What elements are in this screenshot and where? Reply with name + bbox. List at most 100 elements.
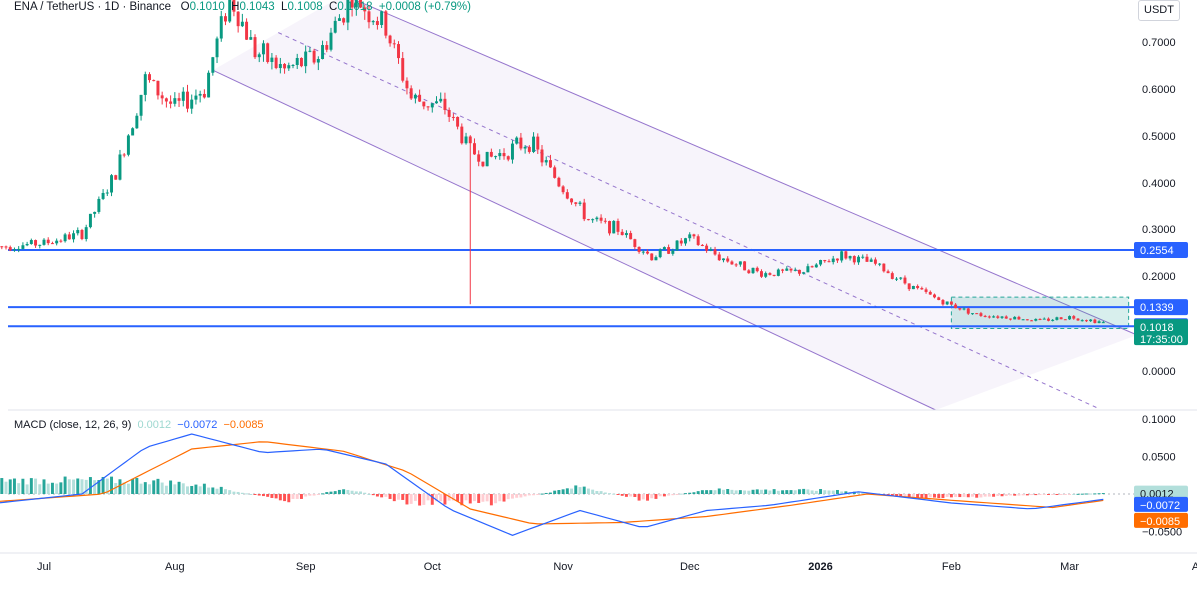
macd-histogram-bar — [1046, 494, 1050, 495]
candle-body — [1034, 318, 1038, 321]
time-tick-label: Feb — [942, 561, 961, 573]
candle-body — [768, 273, 772, 275]
candle-body — [962, 308, 966, 310]
macd-histogram-bar — [658, 494, 662, 497]
macd-histogram-bar — [337, 489, 341, 494]
candle-body — [679, 240, 683, 244]
macd-histogram-bar — [565, 488, 569, 494]
candle-body — [810, 266, 814, 268]
candle-body — [363, 7, 367, 12]
candle-body — [76, 230, 80, 234]
symbol-title[interactable]: ENA / TetherUS · 1D · Binance — [14, 1, 172, 13]
candle-body — [532, 136, 536, 152]
macd-histogram-bar — [954, 494, 958, 497]
currency-button[interactable]: USDT — [1138, 0, 1180, 21]
consolidation-box-rect — [950, 296, 1130, 330]
macd-histogram-bar — [570, 488, 574, 494]
macd-histogram-bar — [662, 494, 666, 497]
candle-body — [456, 116, 460, 127]
candle-body — [249, 37, 253, 40]
high-label: H — [231, 1, 240, 13]
macd-histogram-bar — [295, 494, 299, 499]
macd-histogram-bar — [937, 494, 941, 499]
channel-upper-line — [354, 0, 1138, 336]
candle-body — [67, 234, 71, 240]
time-axis: JulAugSepOctNovDec2026FebMarAprMa — [0, 552, 1197, 573]
macd-histogram-bar — [223, 489, 227, 494]
macd-signal-badge: −0.0085 — [1140, 516, 1180, 528]
macd-histogram-bar — [540, 493, 544, 495]
candle-body — [603, 220, 607, 222]
macd-title[interactable]: MACD (close, 12, 26, 9) — [14, 419, 132, 431]
macd-histogram-bar — [29, 478, 33, 494]
macd-histogram-bar — [63, 476, 67, 494]
candle-body — [624, 233, 628, 236]
candle-body — [139, 94, 143, 116]
candle-body — [131, 128, 135, 136]
macd-histogram-bar — [785, 490, 789, 494]
candle-body — [911, 285, 915, 290]
candle-body — [38, 244, 42, 246]
macd-histogram-bar — [194, 484, 198, 494]
macd-histogram-bar — [1000, 494, 1004, 497]
level-price-label-bg — [1134, 299, 1188, 316]
candle-body — [367, 11, 371, 23]
macd-histogram-bar — [304, 494, 308, 497]
candle-body — [350, 0, 354, 8]
macd-histogram-bar — [987, 494, 991, 497]
macd-histogram-bar — [1030, 494, 1034, 496]
candle-body — [506, 156, 510, 160]
macd-histogram-bar — [899, 494, 903, 497]
candle-body — [937, 297, 941, 301]
open-value: 0.1010 — [189, 1, 225, 13]
macd-histogram-bar — [743, 490, 747, 494]
low-value: 0.1008 — [287, 1, 323, 13]
candle-body — [852, 256, 856, 263]
candle-body — [637, 246, 641, 252]
macd-histogram-bar — [582, 486, 586, 494]
candle-body — [1000, 316, 1004, 318]
macd-histogram-bar — [966, 494, 970, 498]
price-tick-label: 0.2000 — [1142, 271, 1176, 283]
candle-body — [186, 91, 189, 109]
macd-histogram-bar — [489, 494, 493, 506]
time-tick-label: Nov — [553, 561, 573, 573]
candle-body — [59, 240, 63, 242]
macd-histogram-bar — [80, 479, 84, 494]
macd-histogram-bar — [228, 490, 232, 494]
candle-body — [42, 239, 46, 245]
macd-histogram-bar — [578, 487, 582, 494]
candle-body — [245, 21, 249, 40]
candle-body — [1068, 316, 1072, 320]
candle-body — [802, 272, 806, 274]
candle-body — [413, 94, 417, 99]
macd-histogram-bar — [249, 494, 253, 495]
candle-body — [135, 115, 139, 129]
macd-histogram-bar — [992, 494, 996, 497]
macd-histogram-bar — [473, 494, 476, 502]
candle-body — [1080, 320, 1084, 322]
macd-histogram-bar — [266, 494, 270, 497]
macd-histogram-bar — [945, 494, 949, 497]
candle-body — [194, 95, 198, 100]
candle-body — [536, 136, 540, 150]
macd-histogram-bar — [654, 494, 658, 499]
candle-body — [337, 18, 341, 21]
macd-histogram-bar — [620, 494, 624, 496]
level-price-label: 0.2554 — [1140, 245, 1174, 257]
candle-body — [890, 273, 894, 279]
candle-body — [342, 18, 346, 23]
candle-body — [312, 50, 316, 63]
time-tick-label: Dec — [680, 561, 700, 573]
candle-body — [688, 234, 692, 239]
macd-histogram-bar — [527, 494, 531, 496]
candle-body — [992, 316, 996, 318]
macd-histogram-bar — [1042, 494, 1046, 495]
macd-histogram-bar — [667, 494, 671, 496]
macd-histogram-bar — [861, 492, 865, 494]
macd-histogram-bar — [371, 494, 375, 496]
candle-body — [899, 277, 903, 279]
candle-body — [464, 136, 468, 144]
